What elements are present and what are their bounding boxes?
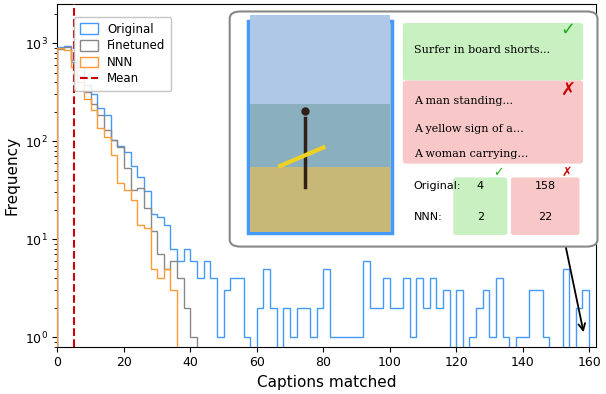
FancyBboxPatch shape [248, 21, 392, 233]
Text: A woman carrying…: A woman carrying… [414, 149, 528, 160]
Text: 158: 158 [534, 180, 556, 191]
Text: 22: 22 [538, 212, 552, 221]
Text: ✗: ✗ [562, 166, 572, 179]
FancyBboxPatch shape [403, 23, 583, 81]
Text: ✓: ✓ [493, 166, 504, 179]
Text: 4: 4 [477, 180, 484, 191]
Text: A man standing...: A man standing... [414, 97, 513, 106]
Text: Original:: Original: [414, 180, 461, 191]
X-axis label: Captions matched: Captions matched [257, 375, 396, 390]
Mean [70, 335, 78, 339]
FancyBboxPatch shape [250, 167, 390, 232]
FancyBboxPatch shape [511, 177, 579, 235]
Text: 2: 2 [477, 212, 484, 221]
Text: ✓: ✓ [561, 21, 576, 39]
Y-axis label: Frequency: Frequency [4, 136, 19, 215]
FancyBboxPatch shape [230, 11, 598, 247]
Text: A yellow sign of a…: A yellow sign of a… [414, 124, 524, 134]
FancyBboxPatch shape [453, 177, 507, 235]
Text: NNN:: NNN: [414, 212, 442, 221]
Text: ✗: ✗ [561, 81, 576, 99]
Legend: Original, Finetuned, NNN, Mean: Original, Finetuned, NNN, Mean [74, 17, 171, 91]
FancyBboxPatch shape [403, 81, 583, 164]
Text: Surfer in board shorts...: Surfer in board shorts... [414, 45, 550, 54]
FancyBboxPatch shape [250, 15, 390, 106]
FancyBboxPatch shape [250, 104, 390, 168]
